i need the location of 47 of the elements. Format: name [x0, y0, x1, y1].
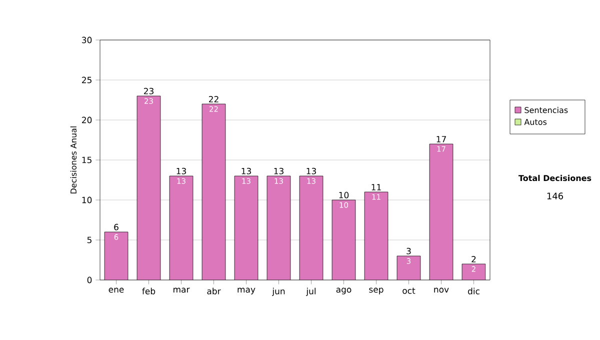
x-tick-label: nov [434, 288, 449, 293]
y-tick-label: 15 [82, 156, 92, 164]
x-tick-label: abr [207, 288, 221, 294]
bar [170, 176, 193, 280]
x-tick-label: mar [174, 288, 190, 293]
bar [300, 176, 323, 280]
bar [430, 144, 453, 280]
legend-label: Sentencias [524, 106, 568, 114]
bar [267, 176, 290, 280]
bar [202, 104, 226, 280]
y-tick-label: 10 [82, 196, 92, 204]
x-tick-label: sep [369, 288, 384, 294]
y-tick-label: 20 [82, 116, 92, 124]
total-label: 13 [242, 168, 251, 174]
total-label: 6 [114, 224, 118, 230]
total-label: 13 [176, 168, 186, 174]
y-tick-label: 0 [87, 276, 92, 284]
bar [332, 200, 356, 280]
x-tick-label: ene [108, 288, 124, 293]
total-label: 17 [436, 136, 446, 142]
legend-label: Autos [524, 119, 547, 125]
bar [364, 192, 388, 280]
x-tick-label: dic [468, 288, 480, 294]
total-label: 13 [306, 168, 316, 174]
x-tick-label: jul [306, 288, 316, 296]
bar [234, 176, 258, 280]
total-label: 3 [406, 248, 411, 254]
total-label: 13 [274, 168, 284, 174]
x-tick-label: may [238, 288, 256, 294]
text: 146 [547, 192, 564, 200]
y-tick-label: 5 [87, 236, 92, 244]
x-tick-label: feb [142, 288, 156, 294]
y-tick-label: 30 [82, 36, 92, 44]
text: Total Decisiones [518, 174, 592, 182]
total-label: 10 [339, 192, 349, 198]
bar [137, 96, 160, 280]
y-axis-title: Decisiones Anual [70, 126, 77, 194]
x-tick-label: oct [402, 288, 416, 294]
x-tick-label: ago [336, 288, 352, 294]
bar [104, 232, 128, 280]
total-label: 11 [372, 184, 381, 190]
total-label: 23 [144, 88, 154, 94]
total-label: 2 [472, 256, 476, 262]
bar [397, 256, 420, 280]
x-tick-label: jun [272, 288, 285, 296]
total-label: 22 [208, 96, 218, 102]
y-tick-label: 25 [82, 76, 92, 84]
